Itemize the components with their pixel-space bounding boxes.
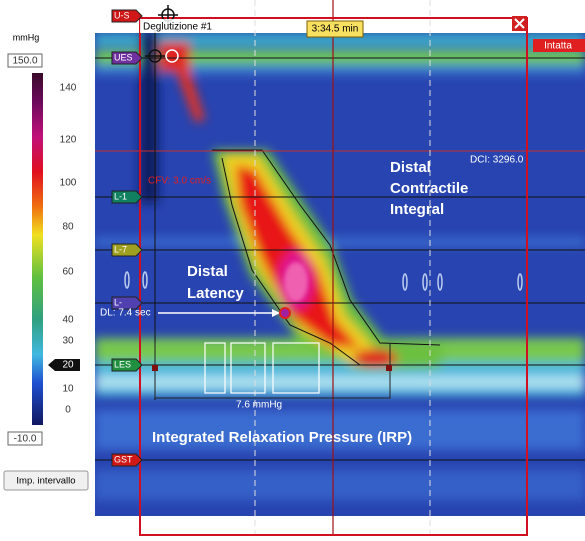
dci-value: DCI: 3296.0 — [470, 155, 524, 166]
unit: mmHg — [13, 32, 40, 42]
dl-value: DL: 7.4 sec — [100, 308, 151, 319]
sensor-label: L-7 — [114, 244, 127, 254]
max-label: 150.0 — [12, 56, 37, 67]
sensor-label: LES — [114, 359, 131, 369]
time-label: 3:34.5 min — [312, 24, 359, 35]
button-label[interactable]: Imp. intervallo — [16, 476, 75, 487]
swallow-title: Deglutizione #1 — [143, 22, 212, 33]
dci-label: Contractile — [390, 180, 468, 197]
colorbar-tick-label: 140 — [60, 83, 77, 94]
sensor-label: GST — [114, 454, 133, 464]
colorbar-tick-label: 40 — [62, 315, 74, 326]
min-label: -10.0 — [14, 434, 37, 445]
sensor-label: L-1 — [114, 191, 127, 201]
dci-label: Integral — [390, 201, 444, 218]
irp-label: Integrated Relaxation Pressure (IRP) — [152, 429, 412, 446]
colorbar-tick-label: 100 — [60, 178, 77, 189]
dl-label: Latency — [187, 285, 244, 302]
colorbar-tick-label: 30 — [62, 336, 74, 347]
colorbar-tick-label: 80 — [62, 222, 74, 233]
status-label: Intatta — [544, 41, 572, 52]
colorbar-tick-label: 60 — [62, 267, 74, 278]
irp-value: 7.6 mmHg — [236, 400, 282, 411]
colorbar-tick-label: 0 — [65, 405, 71, 416]
colorbar — [32, 73, 43, 425]
colorbar-tick-label: 10 — [62, 384, 74, 395]
sensor-label: U-S — [114, 10, 130, 20]
sensor-label: UES — [114, 52, 133, 62]
dci-label: Distal — [390, 159, 431, 176]
cfv-value: CFV: 3.0 cm/s — [148, 176, 211, 187]
manometry-screen: mmHg 150.0 14012010080604030100 20 -10.0… — [0, 0, 585, 536]
sensor-label: L- — [114, 297, 122, 307]
colorbar-tick-label: 120 — [60, 135, 77, 146]
dl-label: Distal — [187, 263, 228, 280]
marker-label: 20 — [62, 360, 74, 371]
